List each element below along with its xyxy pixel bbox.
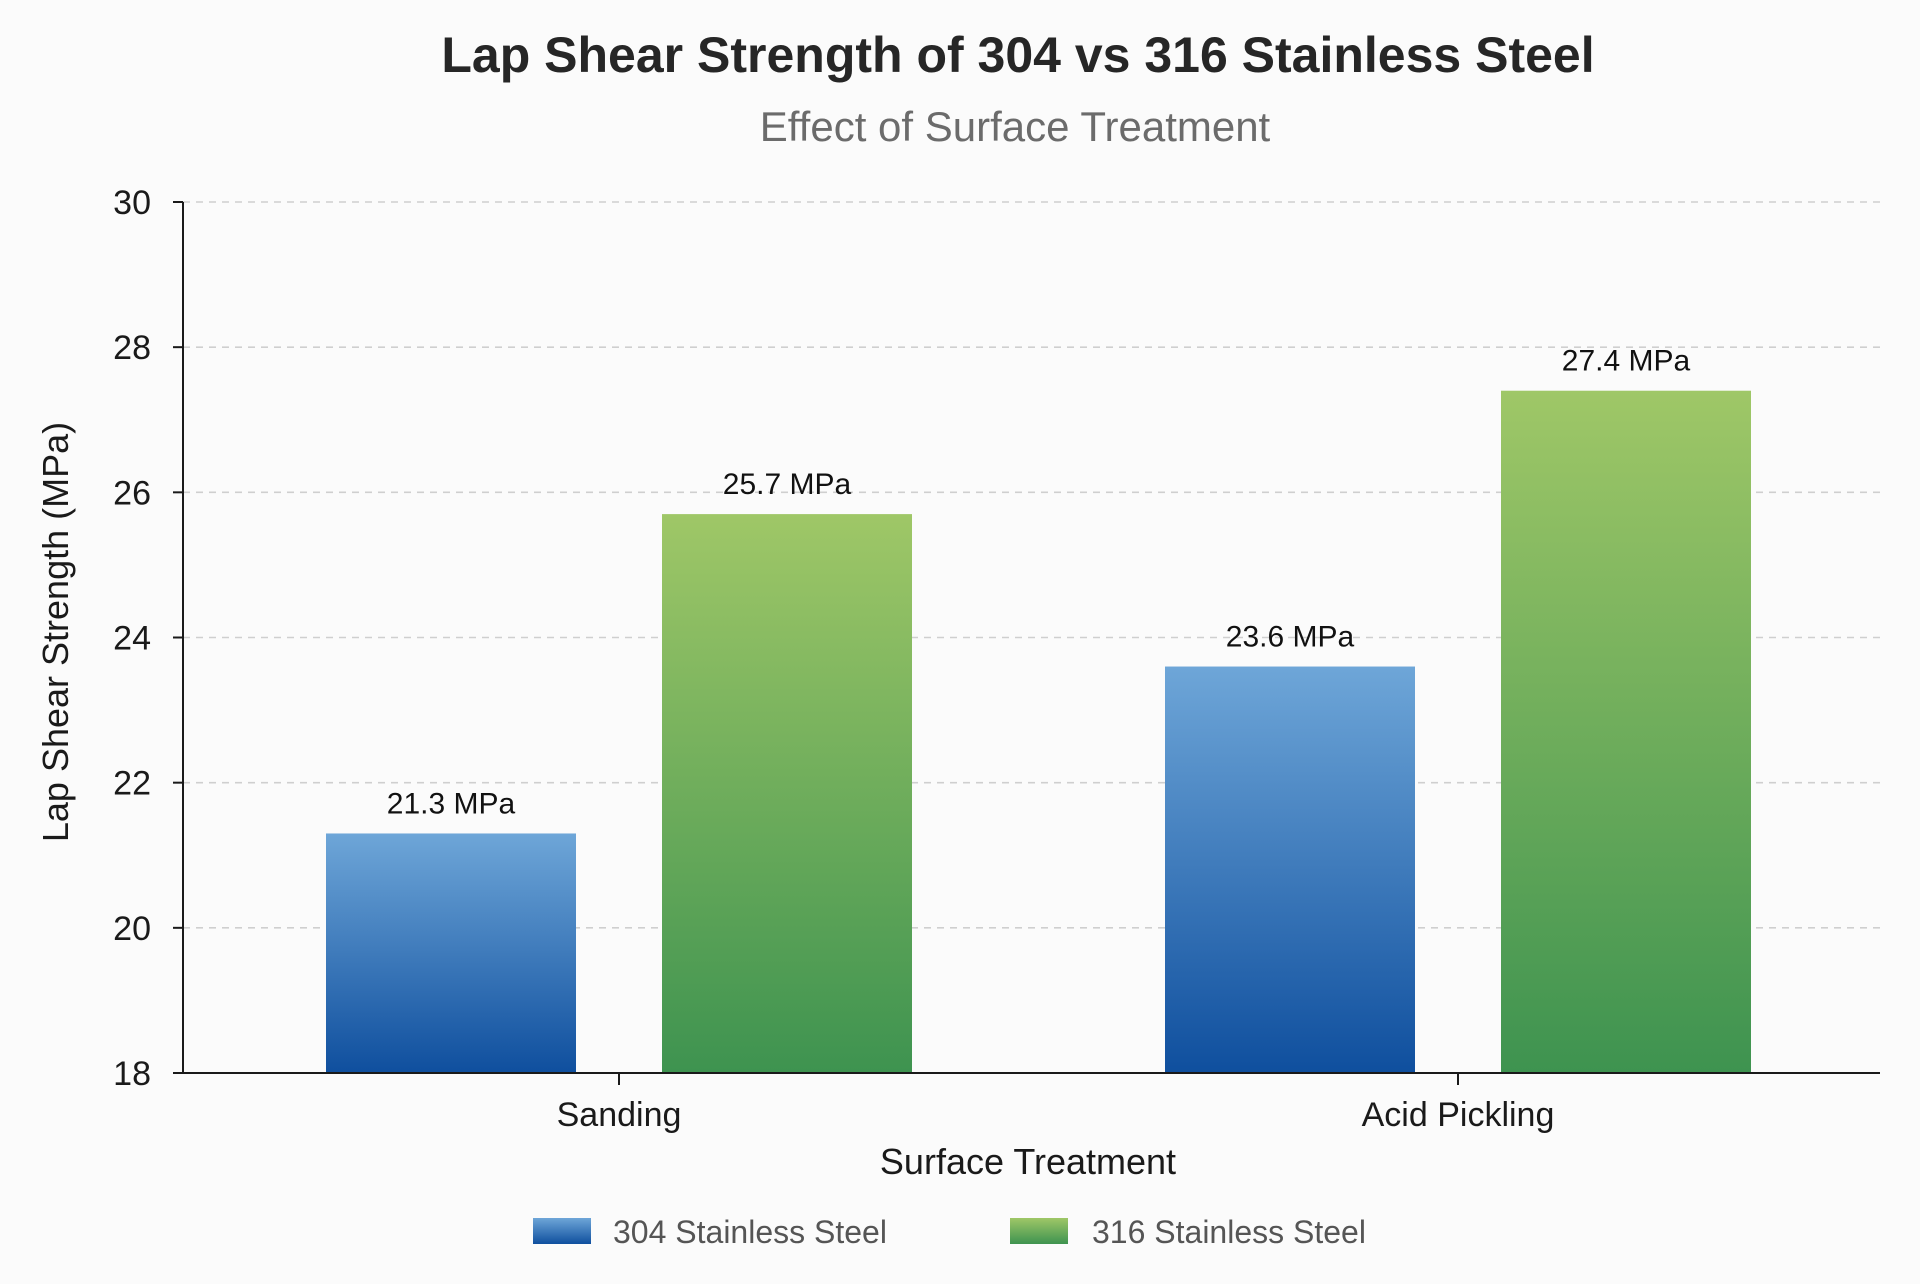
bar-304-acid-pickling	[1165, 666, 1415, 1073]
legend-label-304: 304 Stainless Steel	[613, 1214, 887, 1250]
data-labels: 21.3 MPa 25.7 MPa 23.6 MPa 27.4 MPa	[387, 345, 1691, 821]
data-label: 23.6 MPa	[1226, 621, 1355, 654]
bars	[326, 390, 1751, 1073]
legend-swatch-316	[1010, 1218, 1068, 1244]
data-label: 25.7 MPa	[723, 468, 852, 501]
y-tick-label: 26	[113, 474, 151, 512]
data-label: 27.4 MPa	[1562, 345, 1691, 378]
y-tick-label: 30	[113, 184, 151, 222]
chart-subtitle: Effect of Surface Treatment	[760, 103, 1271, 150]
legend-swatch-304	[533, 1218, 591, 1244]
y-tick-label: 22	[113, 765, 151, 803]
legend: 304 Stainless Steel 316 Stainless Steel	[533, 1214, 1366, 1250]
gridlines	[183, 201, 1880, 929]
bar-316-sanding	[662, 514, 912, 1073]
x-axis-title: Surface Treatment	[880, 1141, 1176, 1182]
y-axis-title: Lap Shear Strength (MPa)	[35, 422, 76, 842]
data-label: 21.3 MPa	[387, 787, 516, 820]
bar-304-sanding	[326, 833, 576, 1073]
y-axis-ticks: 18 20 22 24 26 28 30	[113, 184, 183, 1093]
chart-title: Lap Shear Strength of 304 vs 316 Stainle…	[441, 27, 1594, 83]
y-tick-label: 28	[113, 329, 151, 367]
x-tick-label: Sanding	[557, 1096, 682, 1134]
y-tick-label: 18	[113, 1055, 151, 1093]
x-tick-label: Acid Pickling	[1362, 1096, 1555, 1134]
y-tick-label: 24	[113, 620, 151, 658]
bar-316-acid-pickling	[1501, 390, 1751, 1073]
x-axis-ticks: Sanding Acid Pickling	[557, 1073, 1555, 1134]
y-tick-label: 20	[113, 910, 151, 948]
legend-label-316: 316 Stainless Steel	[1092, 1214, 1366, 1250]
